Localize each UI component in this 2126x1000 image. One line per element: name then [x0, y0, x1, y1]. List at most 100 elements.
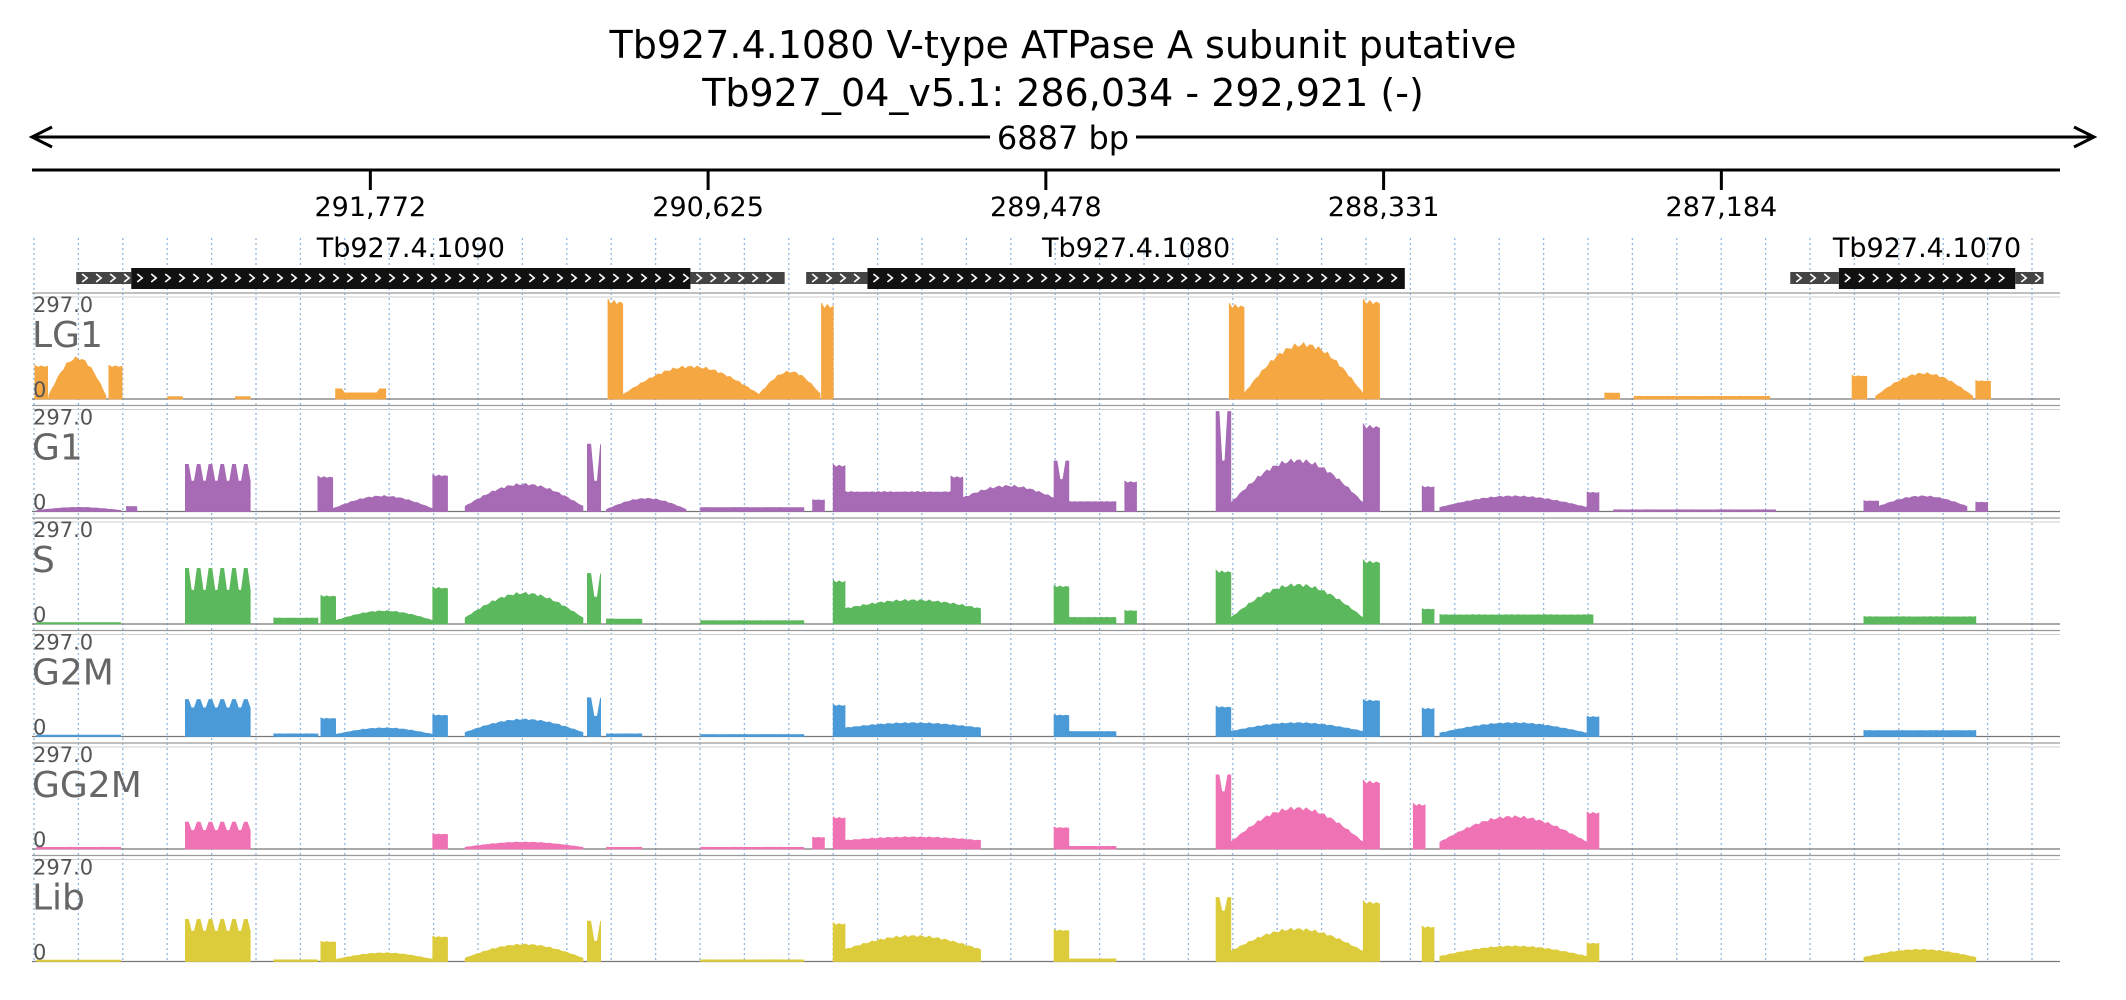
coverage-segment	[587, 920, 601, 962]
strand-chevron-icon	[723, 273, 731, 283]
strand-chevron-icon	[1068, 273, 1076, 283]
strand-chevron-icon	[1026, 273, 1034, 283]
strand-chevron-icon	[928, 273, 936, 283]
coverage-segment	[1243, 342, 1364, 400]
utr-segment	[806, 272, 868, 284]
coverage-segment	[1439, 614, 1594, 625]
coverage-segment	[34, 364, 48, 400]
strand-chevron-icon	[1928, 273, 1936, 283]
coverage-segment	[832, 579, 846, 625]
coverage-segment	[1439, 722, 1588, 737]
strand-chevron-icon	[984, 273, 992, 283]
locus-coordinates: Tb927_04_v5.1: 286,034 - 292,921 (-)	[701, 71, 1424, 115]
coverage-segment	[1124, 609, 1137, 625]
strand-chevron-icon	[1984, 273, 1992, 283]
coverage-segment	[844, 934, 981, 962]
coverage-segment	[1613, 509, 1776, 512]
coverage-segment	[606, 733, 643, 737]
coverage-segment	[832, 463, 846, 512]
coverage-segment	[962, 484, 1055, 512]
coverage-segment	[1421, 608, 1435, 625]
strand-chevron-icon	[914, 273, 922, 283]
coverage-segment	[335, 388, 387, 400]
coverage-segment	[844, 722, 981, 737]
strand-chevron-icon	[234, 273, 242, 283]
coverage-segment	[1875, 372, 1974, 400]
strand-chevron-icon	[1844, 273, 1852, 283]
coverage-segment	[1053, 928, 1070, 962]
strand-chevron-icon	[1082, 273, 1090, 283]
strand-chevron-icon	[612, 273, 620, 283]
coverage-segment	[1068, 845, 1117, 850]
strand-chevron-icon	[332, 273, 340, 283]
coverage-segment	[185, 568, 251, 625]
strand-chevron-icon	[1348, 273, 1356, 283]
coverage-segment	[320, 594, 336, 625]
strand-chevron-icon	[444, 273, 452, 283]
strand-chevron-icon	[1110, 273, 1118, 283]
coverage-segment	[1215, 774, 1232, 850]
strand-chevron-icon	[318, 273, 326, 283]
strand-chevron-icon	[178, 273, 186, 283]
strand-chevron-icon	[942, 273, 950, 283]
coverage-segment	[1362, 899, 1380, 962]
strand-chevron-icon	[500, 273, 508, 283]
coverage-segment	[432, 935, 448, 962]
track-name-label: G2M	[32, 653, 114, 694]
strand-chevron-icon	[542, 273, 550, 283]
coverage-segment	[1230, 806, 1364, 850]
strand-chevron-icon	[970, 273, 978, 283]
coverage-segment	[167, 396, 183, 400]
coverage-segment	[335, 727, 434, 737]
strand-chevron-icon	[206, 273, 214, 283]
coverage-segment	[1421, 485, 1435, 512]
coverage-segment	[36, 506, 121, 512]
strand-chevron-icon	[123, 273, 131, 283]
strand-chevron-icon	[825, 273, 833, 283]
coverage-segment	[1975, 379, 1991, 400]
strand-chevron-icon	[998, 273, 1006, 283]
strand-chevron-icon	[1222, 273, 1230, 283]
coverage-segment	[273, 617, 319, 625]
strand-chevron-icon	[402, 273, 410, 283]
span-arrow: 6887 bp	[28, 119, 2098, 157]
coverage-segment	[185, 464, 251, 512]
strand-chevron-icon	[751, 273, 759, 283]
arrow-right-icon	[2073, 125, 2098, 149]
strand-chevron-icon	[853, 273, 861, 283]
coverage-segment	[844, 836, 981, 850]
strand-chevron-icon	[388, 273, 396, 283]
strand-chevron-icon	[570, 273, 578, 283]
strand-chevron-icon	[695, 273, 703, 283]
track-ymax-label: 297.0	[33, 293, 93, 317]
strand-chevron-icon	[1054, 273, 1062, 283]
strand-chevron-icon	[900, 273, 908, 283]
coverage-segment	[320, 717, 336, 737]
strand-chevron-icon	[1900, 273, 1908, 283]
strand-chevron-icon	[556, 273, 564, 283]
coverage-segment	[606, 618, 643, 625]
track-name-label: LG1	[32, 315, 103, 356]
strand-chevron-icon	[150, 273, 158, 283]
track-ymax-label: 297.0	[33, 856, 93, 880]
strand-chevron-icon	[839, 273, 847, 283]
strand-chevron-icon	[1096, 273, 1104, 283]
coverage-segment	[700, 507, 805, 512]
coverage-segment	[1053, 826, 1070, 850]
coverage-segment	[273, 733, 319, 737]
strand-chevron-icon	[872, 273, 880, 283]
strand-chevron-icon	[2020, 273, 2028, 283]
coverage-segment	[700, 620, 805, 625]
coverage-segment	[432, 586, 448, 625]
coverage-segment	[1878, 495, 1968, 512]
strand-chevron-icon	[1180, 273, 1188, 283]
strand-chevron-icon	[626, 273, 634, 283]
coverage-segment	[832, 816, 846, 850]
strand-chevron-icon	[514, 273, 522, 283]
coverage-segment	[464, 482, 584, 512]
strand-chevron-icon	[360, 273, 368, 283]
gene-model: Tb927.4.1070	[1790, 233, 2044, 289]
coverage-segment	[1124, 480, 1137, 512]
strand-chevron-icon	[1166, 273, 1174, 283]
coverage-segment	[759, 370, 821, 400]
